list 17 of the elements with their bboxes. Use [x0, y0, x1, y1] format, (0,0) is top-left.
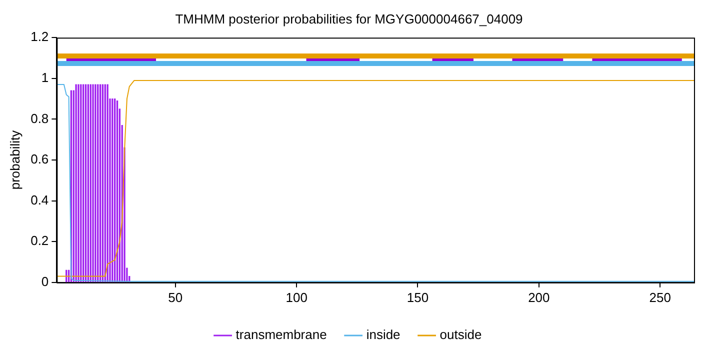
y-tick-label: 0	[41, 274, 49, 289]
y-axis-title: probability	[7, 130, 22, 190]
y-tick-label: 0.4	[30, 192, 49, 208]
y-tick-label: 0.2	[30, 233, 49, 248]
x-tick-label: 200	[528, 290, 550, 305]
x-tick-label: 50	[168, 290, 183, 305]
legend-label: inside	[366, 327, 400, 342]
x-tick-label: 250	[649, 290, 671, 305]
legend-label: outside	[440, 327, 482, 342]
x-tick-label: 150	[406, 290, 429, 305]
y-tick-label: 1	[41, 70, 49, 85]
y-tick-label: 0.8	[30, 110, 49, 126]
x-tick-label: 100	[286, 290, 308, 305]
legend-label: transmembrane	[236, 327, 327, 342]
y-tick-label: 0.6	[30, 152, 49, 167]
chart-title: TMHMM posterior probabilities for MGYG000004667_04009	[175, 11, 523, 26]
y-tick-label: 1.2	[30, 29, 49, 44]
